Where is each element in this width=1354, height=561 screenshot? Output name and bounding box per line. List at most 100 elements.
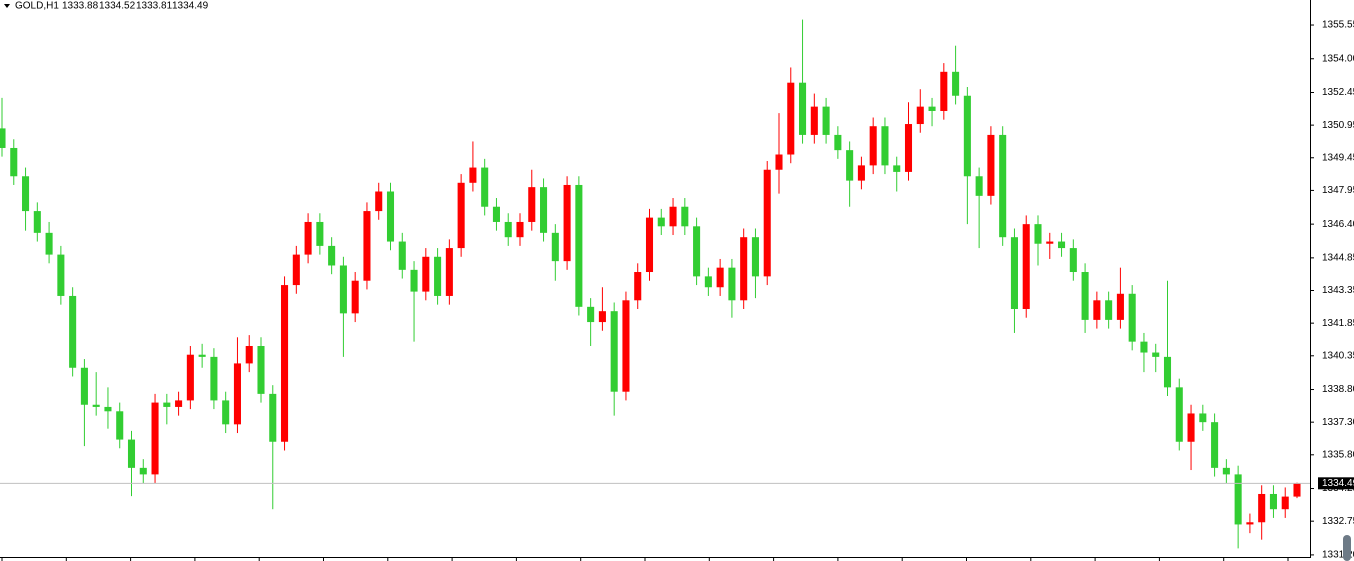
candle-body [281,285,289,442]
candle-body [328,245,336,266]
candle-body [657,217,665,227]
candle-body [1069,248,1077,273]
candle-body [869,126,877,166]
candle-body [728,267,736,301]
candle-body [1234,474,1242,525]
candle-body [492,206,500,222]
candle-body [681,206,689,227]
candle-body [1222,467,1230,475]
candle-body [163,402,171,407]
candle-body [186,354,194,401]
candle-body [410,269,418,292]
candle-body [1058,241,1066,249]
candle-body [175,400,183,407]
candle-body [940,71,948,111]
candle-body [1187,413,1195,442]
y-tick-label: 1350.95 [1322,120,1354,131]
candle-body [304,221,312,255]
candle-body [1128,293,1136,342]
candle-body [1269,493,1277,510]
candle-body [1281,496,1289,510]
candle-body [1163,356,1172,388]
candle-body [386,191,395,242]
candle-body [0,128,6,148]
candle-body [551,232,559,262]
candle-body [33,211,41,233]
candle-body [952,71,960,96]
candle-body [1010,237,1018,310]
candle-body [669,206,677,227]
candle-body [481,167,489,207]
candle-body [127,439,136,468]
collapse-arrow[interactable] [4,4,10,8]
candle-body [963,95,971,177]
y-tick-label: 1346.40 [1322,219,1354,230]
candle-body [928,106,936,111]
candle-body [540,187,548,233]
candle-body [10,147,18,177]
candle-body [987,134,995,196]
candle-body [1152,352,1160,357]
candle-body [645,217,654,273]
ohlc-open: 1333.88 [62,1,99,12]
candle-body [787,82,795,155]
candle-body [704,276,712,288]
y-tick-label: 1335.80 [1322,449,1354,460]
candle-body [104,406,112,412]
candle-body [1211,422,1219,468]
candle-body [434,256,442,296]
candle-body [834,134,842,151]
candle-body [269,393,277,442]
candle-body [1293,483,1301,497]
candle-body [363,211,371,281]
candle-body [198,354,206,357]
candle-body [563,184,571,262]
candle-body [528,187,536,222]
candle-body [751,237,759,277]
candle-body [92,404,100,407]
candle-body [516,221,524,238]
y-tick-label: 1349.45 [1322,152,1354,163]
candle-body [45,232,53,255]
y-tick-label: 1352.45 [1322,87,1354,98]
candle-body [575,184,583,307]
candle-body [1175,387,1183,442]
y-tick-label: 1347.95 [1322,185,1354,196]
candle-body [22,176,30,212]
candle-body [457,182,465,249]
candle-body [504,221,512,238]
y-tick-label: 1354.00 [1322,53,1354,64]
candle-body [622,300,630,392]
candle-body [846,150,854,181]
candle-body [904,124,913,172]
candle-body [398,241,406,270]
candle-body [233,363,241,425]
candle-body [775,154,783,170]
y-tick-label: 1341.85 [1322,318,1354,329]
ohlc-high: 1334.52 [99,1,136,12]
candle-body [339,265,347,314]
candle-body [1081,272,1089,320]
candle-body [116,411,124,440]
candle-body [587,306,595,323]
candle-body [1034,224,1042,244]
y-tick-label: 1331.20 [1322,550,1354,561]
candle-body [810,106,818,135]
ohlc-close: 1334.49 [172,1,209,12]
candle-body [257,346,265,394]
y-tick-label: 1355.55 [1322,20,1354,31]
candle-body [916,106,924,125]
candle-body [610,311,618,392]
candle-body [881,126,889,166]
candle-body [693,226,701,277]
scroll-handle[interactable] [1343,535,1351,561]
candle-body [80,367,88,405]
candle-body [316,221,324,246]
candle-body [1046,241,1054,244]
candle-body [469,167,477,183]
candle-body [245,346,253,364]
candle-body [634,272,642,301]
